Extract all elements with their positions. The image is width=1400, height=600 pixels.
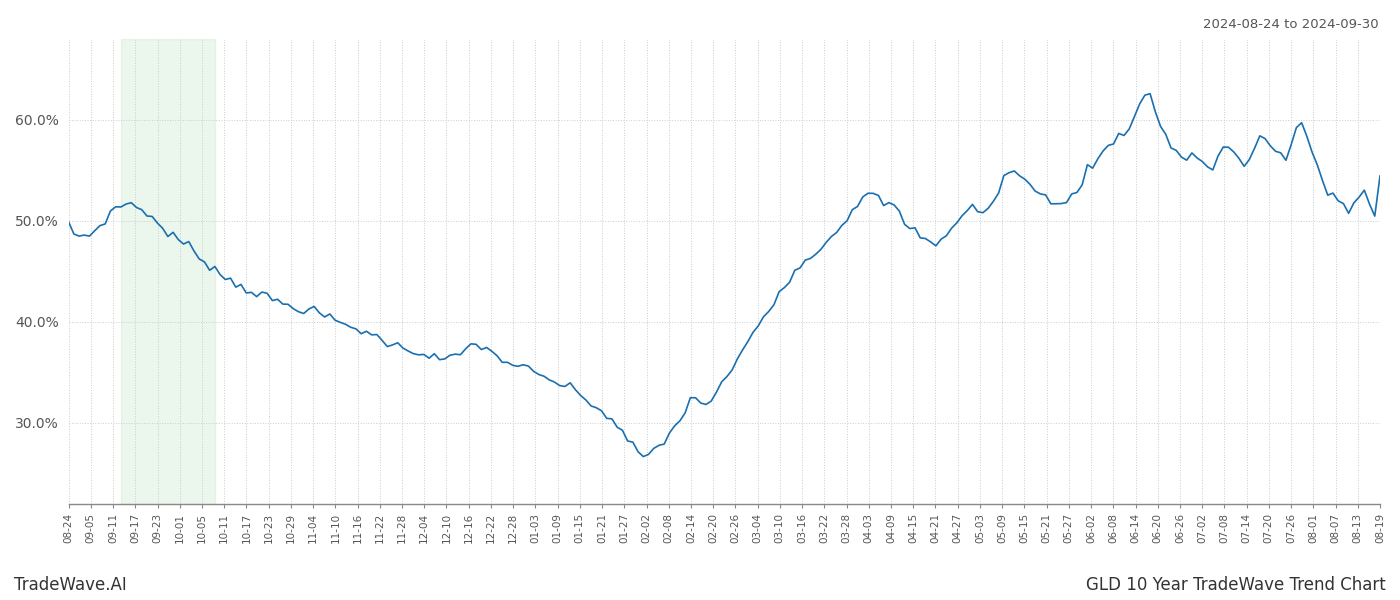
Text: 2024-08-24 to 2024-09-30: 2024-08-24 to 2024-09-30 [1204,18,1379,31]
Text: GLD 10 Year TradeWave Trend Chart: GLD 10 Year TradeWave Trend Chart [1086,576,1386,594]
Text: TradeWave.AI: TradeWave.AI [14,576,127,594]
Bar [120,39,214,504]
